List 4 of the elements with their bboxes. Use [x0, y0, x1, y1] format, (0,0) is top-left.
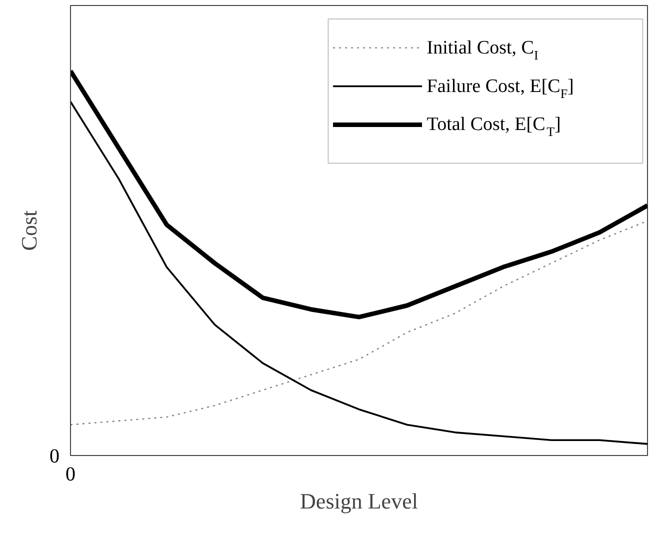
text: 0: [66, 464, 76, 486]
text: 0: [50, 446, 60, 468]
y-axis-title: Cost: [16, 210, 42, 251]
x-axis-title: Design Level: [300, 488, 418, 514]
